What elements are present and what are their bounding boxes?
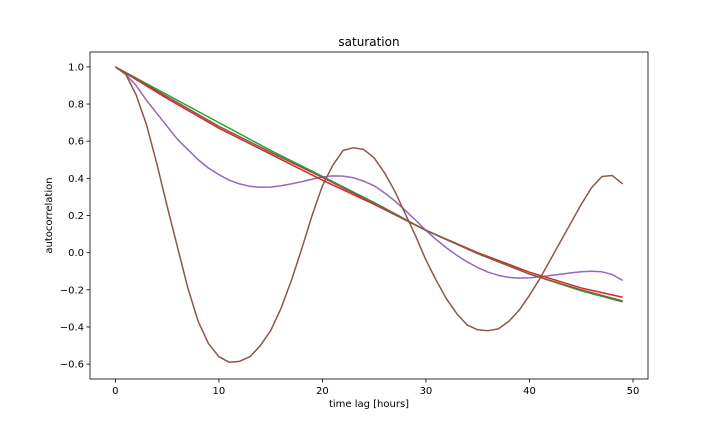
x-tick-label: 20 <box>316 386 329 397</box>
chart-title: saturation <box>338 35 399 49</box>
x-tick-label: 50 <box>627 386 640 397</box>
x-tick-label: 40 <box>523 386 536 397</box>
y-tick-label: −0.2 <box>60 285 84 296</box>
y-tick-label: 0.6 <box>68 137 84 148</box>
y-tick-label: 0.0 <box>68 248 84 259</box>
series-line-5 <box>114 66 623 302</box>
y-ticks: −0.6 −0.4 −0.2 0.0 0.2 0.4 0.6 0.8 1.0 <box>60 62 90 371</box>
series-line-2 <box>114 66 624 364</box>
x-tick-label: 30 <box>420 386 433 397</box>
x-tick-label: 0 <box>112 386 118 397</box>
y-axis-label: autocorrelation <box>44 177 55 253</box>
y-tick-label: 1.0 <box>68 62 84 73</box>
y-tick-label: −0.4 <box>60 322 84 333</box>
y-tick-label: 0.2 <box>68 211 84 222</box>
x-axis-label: time lag [hours] <box>329 399 409 410</box>
y-tick-label: 0.4 <box>68 174 84 185</box>
series-line-3 <box>114 66 623 298</box>
y-tick-label: 0.8 <box>68 100 84 111</box>
x-ticks: 0 10 20 30 40 50 <box>112 379 639 397</box>
series-layer <box>114 66 624 364</box>
y-tick-label: −0.6 <box>60 360 84 371</box>
x-tick-label: 10 <box>213 386 226 397</box>
